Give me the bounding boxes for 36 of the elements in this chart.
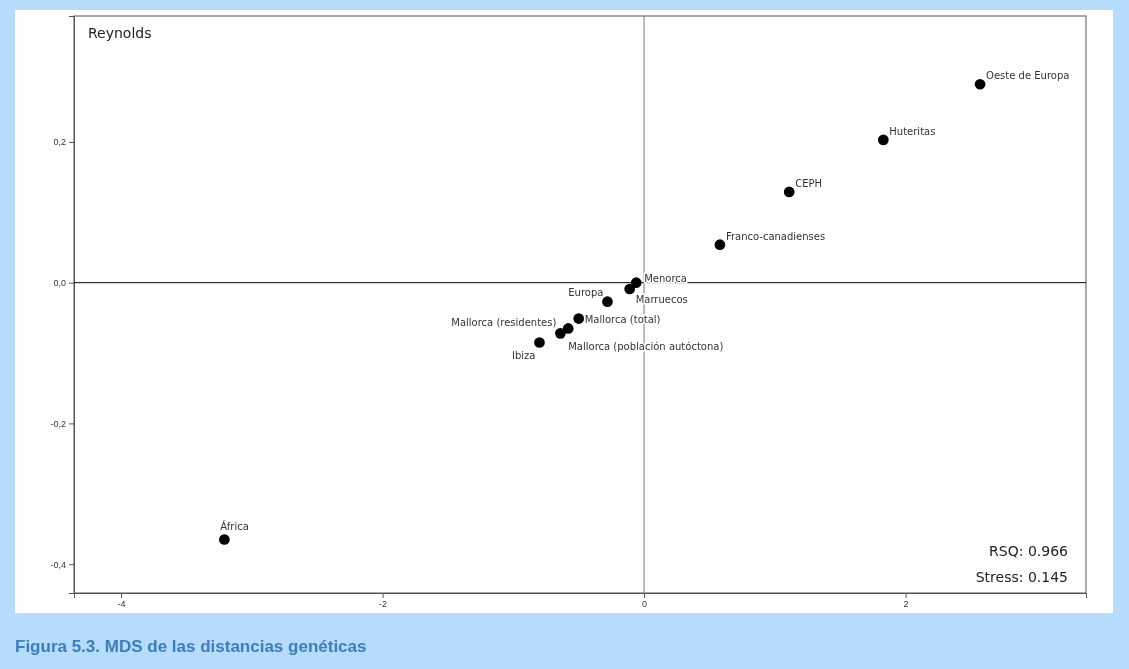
annotation: Ibiza bbox=[512, 350, 536, 362]
annotation: Huteritas bbox=[889, 125, 936, 137]
annotation: Franco-canadienses bbox=[725, 230, 826, 242]
point bbox=[573, 313, 585, 324]
point bbox=[602, 296, 613, 308]
y-tick-label: -0,2 bbox=[50, 418, 66, 429]
x-tick-label: 0 bbox=[642, 599, 648, 610]
annotation: Mallorca (total) bbox=[584, 313, 661, 325]
y-tick-label: 0,0 bbox=[53, 278, 66, 289]
y-tick-label: -0,4 bbox=[50, 559, 66, 570]
point bbox=[630, 277, 642, 289]
annotation: Menorca bbox=[644, 272, 687, 284]
annotation: Mallorca (residentes) bbox=[451, 317, 557, 329]
annotation: Europa bbox=[568, 286, 604, 298]
annotation: África bbox=[220, 519, 249, 532]
point bbox=[974, 78, 986, 90]
point bbox=[219, 534, 230, 545]
x-tick-label: -4 bbox=[117, 599, 126, 610]
annotation: Reynolds bbox=[88, 25, 152, 41]
annotation: Oeste de Europa bbox=[986, 70, 1070, 82]
point bbox=[624, 283, 636, 295]
point bbox=[714, 239, 726, 251]
annotation: Stress: 0.145 bbox=[975, 569, 1068, 585]
annotation: RSQ: 0.966 bbox=[989, 543, 1069, 559]
x-tick-label: 2 bbox=[903, 599, 909, 610]
annotation: Marruecos bbox=[635, 294, 688, 306]
point bbox=[783, 186, 795, 198]
point bbox=[555, 328, 566, 339]
annotation: Mallorca (población autóctona) bbox=[568, 341, 724, 353]
point bbox=[877, 134, 889, 146]
annotation: CEPH bbox=[795, 177, 823, 189]
y-tick-label: 0,2 bbox=[53, 137, 66, 148]
x-tick-label: -2 bbox=[379, 599, 388, 610]
point bbox=[562, 323, 574, 334]
point bbox=[534, 337, 545, 348]
text: Figura 5.3. MDS de las distancias genéticas bbox=[15, 637, 367, 656]
